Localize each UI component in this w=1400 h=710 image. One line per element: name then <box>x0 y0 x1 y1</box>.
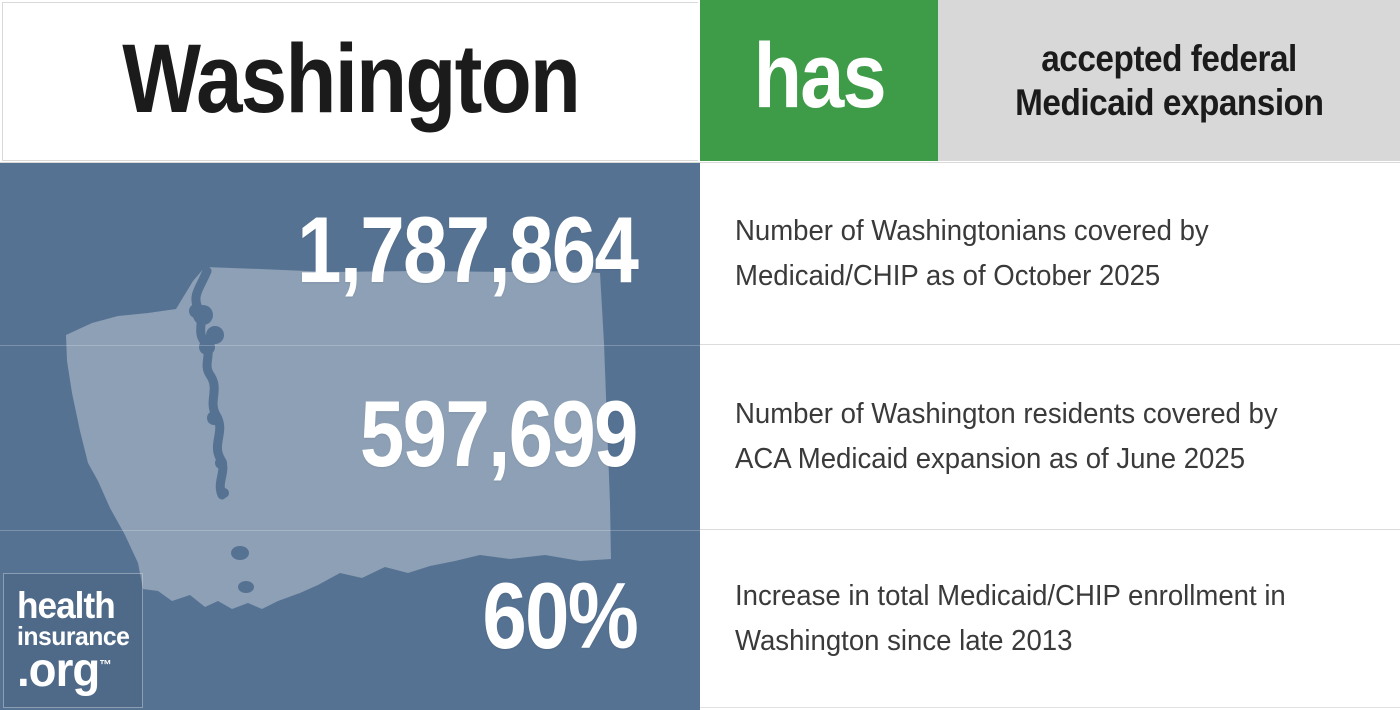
state-title: Washington <box>122 24 581 133</box>
description-row-2: Number of Washington residents covered b… <box>700 345 1400 530</box>
stat-value-expansion: 597,699 <box>360 380 639 486</box>
panel-divider-1 <box>0 345 700 346</box>
stat-row-3: 60% <box>0 530 639 710</box>
description-expansion: Number of Washington residents covered b… <box>735 398 1278 475</box>
description-medicaid-chip: Number of Washingtonians covered by Medi… <box>735 214 1209 292</box>
stat-panel: 1,787,864 597,699 60% health insurance .… <box>0 163 700 710</box>
description-column: Number of Washingtonians covered by Medi… <box>700 163 1400 708</box>
description-increase: Increase in total Medicaid/CHIP enrollme… <box>735 579 1286 657</box>
description-row-3: Increase in total Medicaid/CHIP enrollme… <box>700 530 1400 708</box>
header-state-box: Washington <box>2 2 698 161</box>
healthinsurance-org-logo: health insurance .org™ <box>3 573 143 708</box>
washington-state-map <box>66 266 611 609</box>
header-status-box: accepted federal Medicaid expansion <box>938 0 1400 161</box>
logo-text: health insurance .org™ <box>16 585 130 698</box>
stat-value-medicaid-chip: 1,787,864 <box>296 197 639 302</box>
logo-line-insurance: insurance <box>16 621 130 652</box>
header-divider <box>0 162 1400 163</box>
trademark-symbol: ™ <box>99 657 112 673</box>
description-row-1: Number of Washingtonians covered by Medi… <box>700 163 1400 345</box>
logo-line-org: .org™ <box>16 644 112 698</box>
stat-row-2: 597,699 <box>0 345 639 530</box>
logo-line-health: health <box>16 585 116 627</box>
verb-text: has <box>753 24 886 127</box>
stat-value-increase: 60% <box>482 563 639 668</box>
header-verb-box: has <box>700 0 938 161</box>
status-line-1: accepted federal <box>1041 37 1297 79</box>
panel-divider-2 <box>0 530 700 531</box>
status-line-2: Medicaid expansion <box>1014 81 1324 123</box>
stat-row-1: 1,787,864 <box>0 163 639 345</box>
